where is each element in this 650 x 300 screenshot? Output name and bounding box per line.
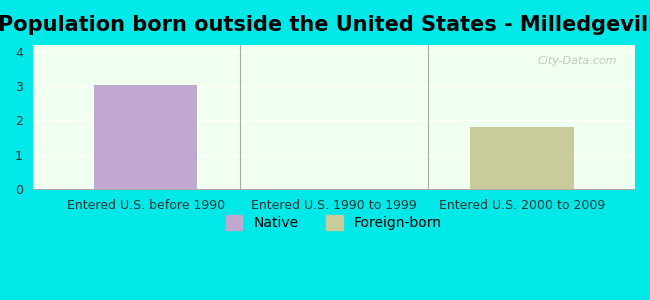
Text: City-Data.com: City-Data.com (538, 56, 617, 66)
Bar (471, 127, 574, 189)
Legend: Native, Foreign-born: Native, Foreign-born (218, 208, 449, 237)
Title: Population born outside the United States - Milledgeville: Population born outside the United State… (0, 15, 650, 35)
Bar (94, 85, 198, 189)
